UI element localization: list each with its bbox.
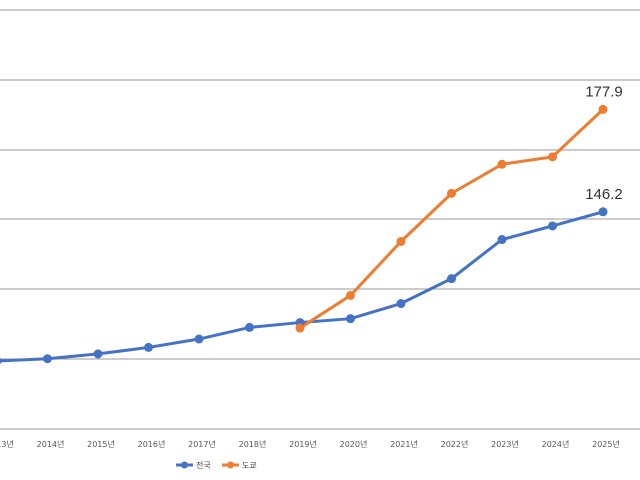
x-tick-label: 2018년	[239, 439, 267, 449]
data-point	[346, 290, 355, 300]
legend: 전국 도쿄	[176, 460, 257, 470]
data-point	[245, 322, 254, 332]
x-tick-label: 2024년	[542, 439, 570, 449]
data-label: 177.9	[585, 83, 623, 100]
data-point	[396, 299, 406, 309]
series-points	[0, 104, 608, 365]
legend-swatch-marker	[227, 461, 234, 469]
series-line	[0, 210, 604, 363]
x-tick-label: 2019년	[289, 439, 317, 449]
x-tick-label: 2013년	[0, 439, 14, 449]
x-tick-label: 2023년	[491, 439, 519, 449]
data-point	[194, 334, 204, 344]
data-point	[346, 314, 355, 324]
x-tick-labels: 2013년 2014년 2015년 2016년 2017년 2018년 2019년 2020년…	[0, 439, 620, 449]
data-point	[144, 342, 153, 352]
x-tick-label: 2020년	[340, 439, 368, 449]
legend-label: 전국	[196, 460, 211, 470]
data-labels: 146.2 177.9	[585, 83, 623, 202]
data-point	[396, 236, 406, 246]
data-point	[295, 323, 305, 333]
data-point	[0, 357, 2, 365]
data-point	[447, 188, 456, 198]
x-tick-label: 2021년	[390, 439, 418, 449]
data-point	[93, 349, 103, 359]
x-tick-label: 2015년	[87, 439, 115, 449]
x-tick-label: 2025년	[592, 439, 620, 449]
data-point	[548, 152, 557, 162]
data-point	[598, 104, 608, 114]
data-point	[497, 235, 507, 245]
legend-label: 도쿄	[242, 461, 257, 470]
data-point	[497, 159, 507, 169]
data-point	[43, 354, 52, 364]
data-label: 146.2	[585, 186, 623, 203]
data-point	[548, 221, 557, 231]
x-tick-label: 2014년	[37, 439, 65, 449]
data-point	[598, 207, 608, 217]
gridlines	[0, 9, 640, 430]
x-tick-label: 2016년	[138, 439, 166, 449]
x-tick-label: 2022년	[441, 439, 469, 449]
x-tick-label: 2017년	[188, 439, 216, 449]
legend-swatch-marker	[181, 461, 188, 469]
data-point	[447, 274, 456, 284]
